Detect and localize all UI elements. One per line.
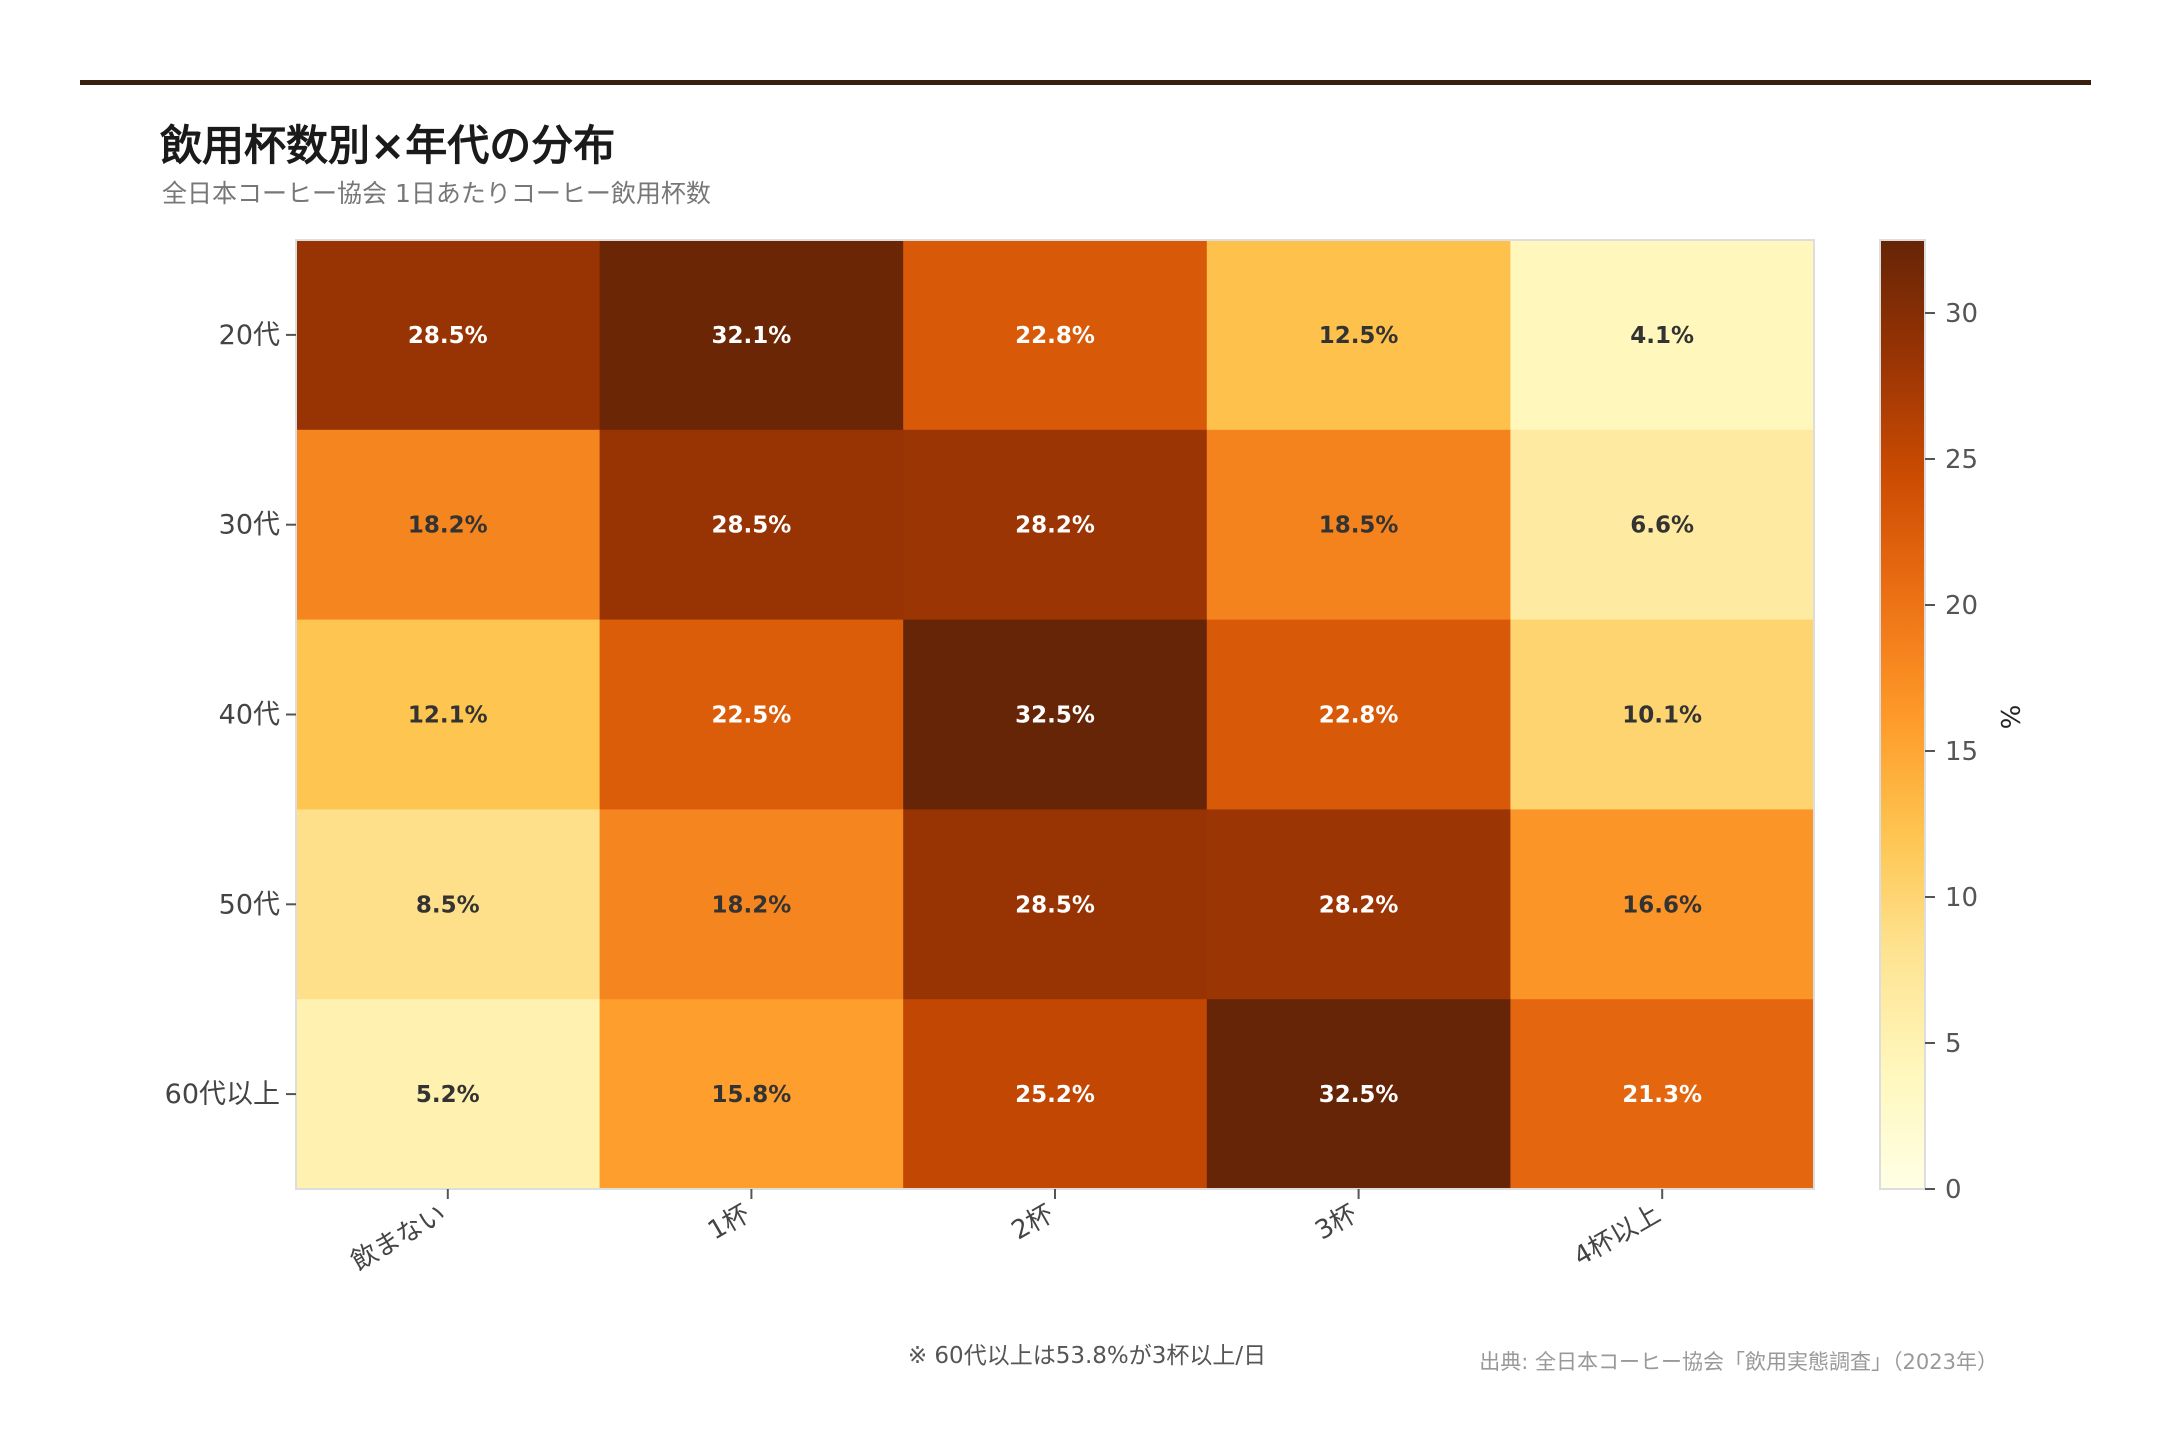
colorbar-tick-label: 5: [1945, 1029, 1962, 1059]
cell-label: 4.1%: [1630, 323, 1694, 349]
colorbar-tick-label: 30: [1945, 299, 1978, 329]
heatmap-cell: [599, 619, 904, 810]
cell-label: 22.8%: [1015, 323, 1095, 349]
cell-label: 5.2%: [416, 1082, 480, 1108]
cell-label: 12.5%: [1319, 323, 1399, 349]
heatmap-cell: [599, 429, 904, 621]
heatmap-cell: [903, 619, 1208, 810]
heatmap-cell: [296, 429, 601, 621]
x-tick-label: 1杯: [703, 1199, 755, 1246]
cell-label: 21.3%: [1622, 1082, 1702, 1108]
cell-label: 18.5%: [1319, 513, 1399, 539]
top-rule: [80, 80, 2091, 85]
heatmap-cell: [903, 809, 1208, 1000]
heatmap-cell: [296, 809, 601, 1000]
heatmap-cell: [1510, 809, 1815, 1000]
colorbar: [1879, 239, 1926, 1190]
heatmap-cell: [1510, 429, 1815, 621]
y-tick-label: 40代: [219, 700, 280, 731]
cell-label: 28.2%: [1319, 892, 1399, 918]
cell-label: 28.2%: [1015, 513, 1095, 539]
heatmap-cell: [1206, 999, 1511, 1190]
y-tick-label: 20代: [219, 320, 280, 351]
heatmap-cell: [599, 809, 904, 1000]
colorbar-tick-label: 10: [1945, 883, 1978, 913]
y-tick-label: 50代: [219, 889, 280, 920]
colorbar-tick-label: 25: [1945, 445, 1978, 475]
cell-label: 18.2%: [408, 513, 488, 539]
heatmap-cell: [903, 240, 1208, 431]
cell-label: 10.1%: [1622, 703, 1702, 729]
y-tick-label: 60代以上: [165, 1079, 280, 1110]
colorbar-tick-label: 20: [1945, 591, 1978, 621]
x-tick-label: 4杯以上: [1569, 1199, 1666, 1272]
heatmap-cell: [1510, 999, 1815, 1190]
heatmap-cell: [903, 999, 1208, 1190]
cell-label: 18.2%: [712, 892, 792, 918]
cell-label: 16.6%: [1622, 892, 1702, 918]
colorbar-tick-label: 15: [1945, 737, 1978, 767]
colorbar-tick-label: 0: [1945, 1175, 1962, 1205]
source-note: 出典: 全日本コーヒー協会「飲用実態調査」（2023年）: [1479, 1350, 1998, 1374]
cell-label: 32.5%: [1015, 703, 1095, 729]
cell-label: 32.1%: [712, 323, 792, 349]
chart-title: 飲用杯数別×年代の分布: [160, 121, 616, 170]
cell-label: 28.5%: [408, 323, 488, 349]
heatmap-cell: [903, 429, 1208, 621]
cell-label: 22.8%: [1319, 703, 1399, 729]
heatmap-cell: [1510, 619, 1815, 810]
cell-label: 32.5%: [1319, 1082, 1399, 1108]
heatmap-cell: [1510, 240, 1815, 431]
x-tick-label: 2杯: [1007, 1199, 1059, 1246]
colorbar-label: %: [1994, 705, 2024, 730]
heatmap-cell: [599, 240, 904, 431]
heatmap-cell: [1206, 240, 1511, 431]
heatmap-cell: [1206, 619, 1511, 810]
cell-label: 28.5%: [1015, 892, 1095, 918]
cell-label: 28.5%: [712, 513, 792, 539]
chart-subtitle: 全日本コーヒー協会 1日あたりコーヒー飲用杯数: [162, 179, 711, 208]
footnote: ※ 60代以上は53.8%が3杯以上/日: [907, 1343, 1267, 1369]
y-tick-label: 30代: [219, 510, 280, 541]
cell-label: 12.1%: [408, 703, 488, 729]
cell-label: 6.6%: [1630, 513, 1694, 539]
cell-label: 25.2%: [1015, 1082, 1095, 1108]
heatmap-cell: [1206, 429, 1511, 621]
heatmap-cell: [296, 240, 601, 431]
heatmap-cell: [1206, 809, 1511, 1000]
cell-label: 22.5%: [712, 703, 792, 729]
heatmap-cell: [296, 999, 601, 1190]
x-tick-label: 飲まない: [346, 1199, 451, 1277]
cell-label: 15.8%: [712, 1082, 792, 1108]
heatmap-cell: [296, 619, 601, 810]
heatmap-cell: [599, 999, 904, 1190]
cell-label: 8.5%: [416, 892, 480, 918]
x-tick-label: 3杯: [1310, 1199, 1362, 1246]
